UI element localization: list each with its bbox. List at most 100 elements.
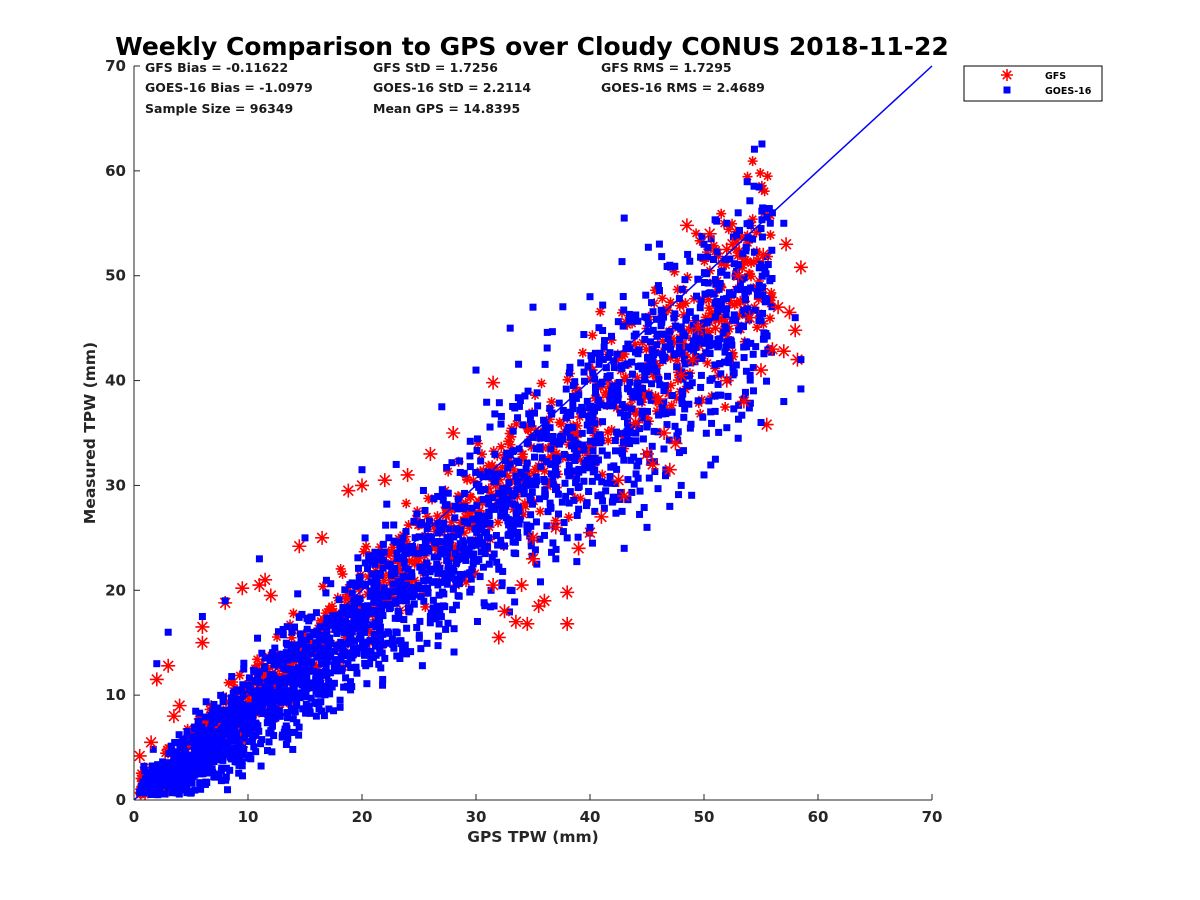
y-tick-label: 50 [105,267,126,285]
goes-16-point [222,776,230,784]
goes-16-point [662,410,670,418]
goes-16-point [188,779,196,787]
goes-16-point [559,303,567,311]
goes-16-point [454,495,462,503]
goes-16-point [581,377,589,385]
gfs-point [716,314,727,325]
goes-16-point [293,701,301,709]
gfs-point [747,214,758,225]
goes-16-point [671,262,679,270]
gfs-point [585,374,596,385]
goes-16-point [358,466,366,474]
goes-16-point [204,749,212,757]
goes-16-point [706,350,714,358]
goes-16-point [378,649,386,657]
goes-16-point [549,438,557,446]
goes-16-point [383,500,391,508]
goes-16-point [449,565,457,573]
goes-16-point [602,364,610,372]
gfs-point [526,551,540,566]
goes-16-point [583,499,591,507]
gfs-point [703,294,714,305]
gfs-point [765,230,776,241]
goes-16-point [287,673,295,681]
gfs-point [195,619,210,634]
goes-16-point [382,521,390,529]
gfs-point [742,171,753,182]
gfs-point [522,468,533,479]
goes-16-point [473,618,481,626]
goes-16-point [537,463,545,471]
goes-16-point [716,360,724,368]
goes-16-point [520,489,528,497]
goes-16-point [575,468,583,476]
goes-16-point [446,536,454,544]
goes-16-point [460,469,468,477]
goes-16-point [577,359,585,367]
gfs-point [460,497,471,508]
goes-16-point [626,345,634,353]
gfs-point [753,255,764,266]
goes-16-point [198,770,206,778]
x-tick-label: 0 [129,808,139,826]
goes-16-point [290,684,298,692]
goes-16-point [692,314,700,322]
goes-16-point [752,343,760,351]
goes-16-point [345,604,353,612]
goes-16-point [524,524,532,532]
goes-16-point [413,585,421,593]
goes-16-point [548,410,556,418]
goes-16-point [713,217,721,225]
goes-16-point [408,573,416,581]
goes-16-point [717,301,725,309]
goes-16-point [483,398,491,406]
goes-16-point [389,640,397,648]
goes-16-point [525,410,533,418]
goes-16-point [475,518,483,526]
gfs-point [292,539,307,554]
goes-16-point [211,745,219,753]
gfs-point [594,509,609,524]
goes-16-point [527,511,535,519]
goes-16-point [574,484,582,492]
goes-16-point [499,485,507,493]
goes-16-point [250,667,258,675]
goes-16-point [628,488,636,496]
goes-16-point [481,486,489,494]
goes-16-point [602,402,610,410]
goes-16-point [291,623,299,631]
goes-16-point [546,499,554,507]
goes-16-point [509,500,517,508]
goes-16-point [599,497,607,505]
goes-16-point [405,589,413,597]
gfs-point [595,306,606,317]
goes-16-point [254,673,262,681]
goes-16-point [584,362,592,370]
goes-16-point [249,713,257,721]
goes-16-point [420,577,428,585]
goes-16-point [416,617,424,625]
goes-16-point [666,340,674,348]
goes-16-point [541,486,549,494]
goes-16-point [768,275,776,283]
goes-16-point [595,360,603,368]
goes-16-point [600,504,608,512]
gfs-point [759,417,774,432]
goes-16-point [589,406,597,414]
goes-16-point [492,532,500,540]
goes-16-point [351,616,359,624]
goes-16-point [435,591,443,599]
gfs-point [575,455,586,466]
gfs-point [619,349,630,360]
gfs-point [384,548,395,559]
goes-16-point [595,324,603,332]
goes-16-point [473,502,481,510]
goes-16-point [689,321,697,329]
goes-16-point [564,408,572,416]
goes-16-point [434,642,442,650]
goes-16-point [528,500,536,508]
goes-16-point [528,552,536,560]
goes-16-point [379,675,387,683]
goes-16-point [367,647,375,655]
goes-16-point [273,655,281,663]
